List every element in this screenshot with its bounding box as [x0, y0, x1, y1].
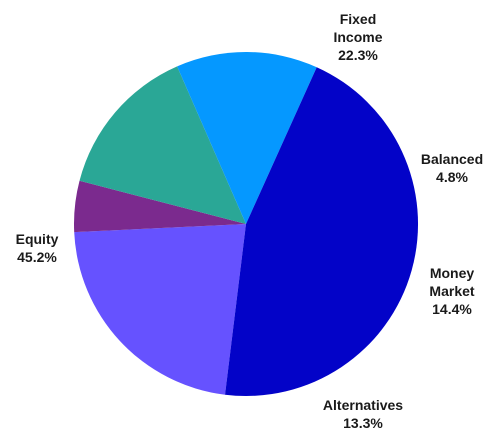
label-equity: Equity 45.2%: [2, 230, 72, 266]
label-money-market-line2: Market: [429, 283, 475, 299]
label-fixed-income-value: 22.3%: [338, 47, 378, 63]
label-money-market-value: 14.4%: [432, 301, 472, 317]
pie-slice-balanced: [73, 180, 246, 233]
label-balanced-line1: Balanced: [420, 151, 484, 167]
label-fixed-income: Fixed Income 22.3%: [318, 10, 398, 64]
label-balanced: Balanced 4.8%: [412, 150, 489, 186]
pie-slice-fixed-income: [74, 224, 246, 395]
pie-slice-alternatives: [177, 51, 317, 225]
label-equity-line1: Equity: [15, 231, 59, 247]
label-alternatives: Alternatives 13.3%: [308, 396, 418, 432]
pie-slice-equity: [225, 67, 419, 397]
label-money-market: Money Market 14.4%: [412, 264, 489, 318]
label-alternatives-value: 13.3%: [343, 415, 383, 431]
label-equity-value: 45.2%: [17, 249, 57, 265]
pie-slice-money-market: [79, 66, 247, 224]
label-balanced-value: 4.8%: [436, 169, 468, 185]
label-money-market-line1: Money: [429, 265, 475, 281]
label-alternatives-line1: Alternatives: [322, 397, 404, 413]
label-fixed-income-line2: Income: [333, 29, 383, 45]
label-fixed-income-line1: Fixed: [339, 11, 377, 27]
